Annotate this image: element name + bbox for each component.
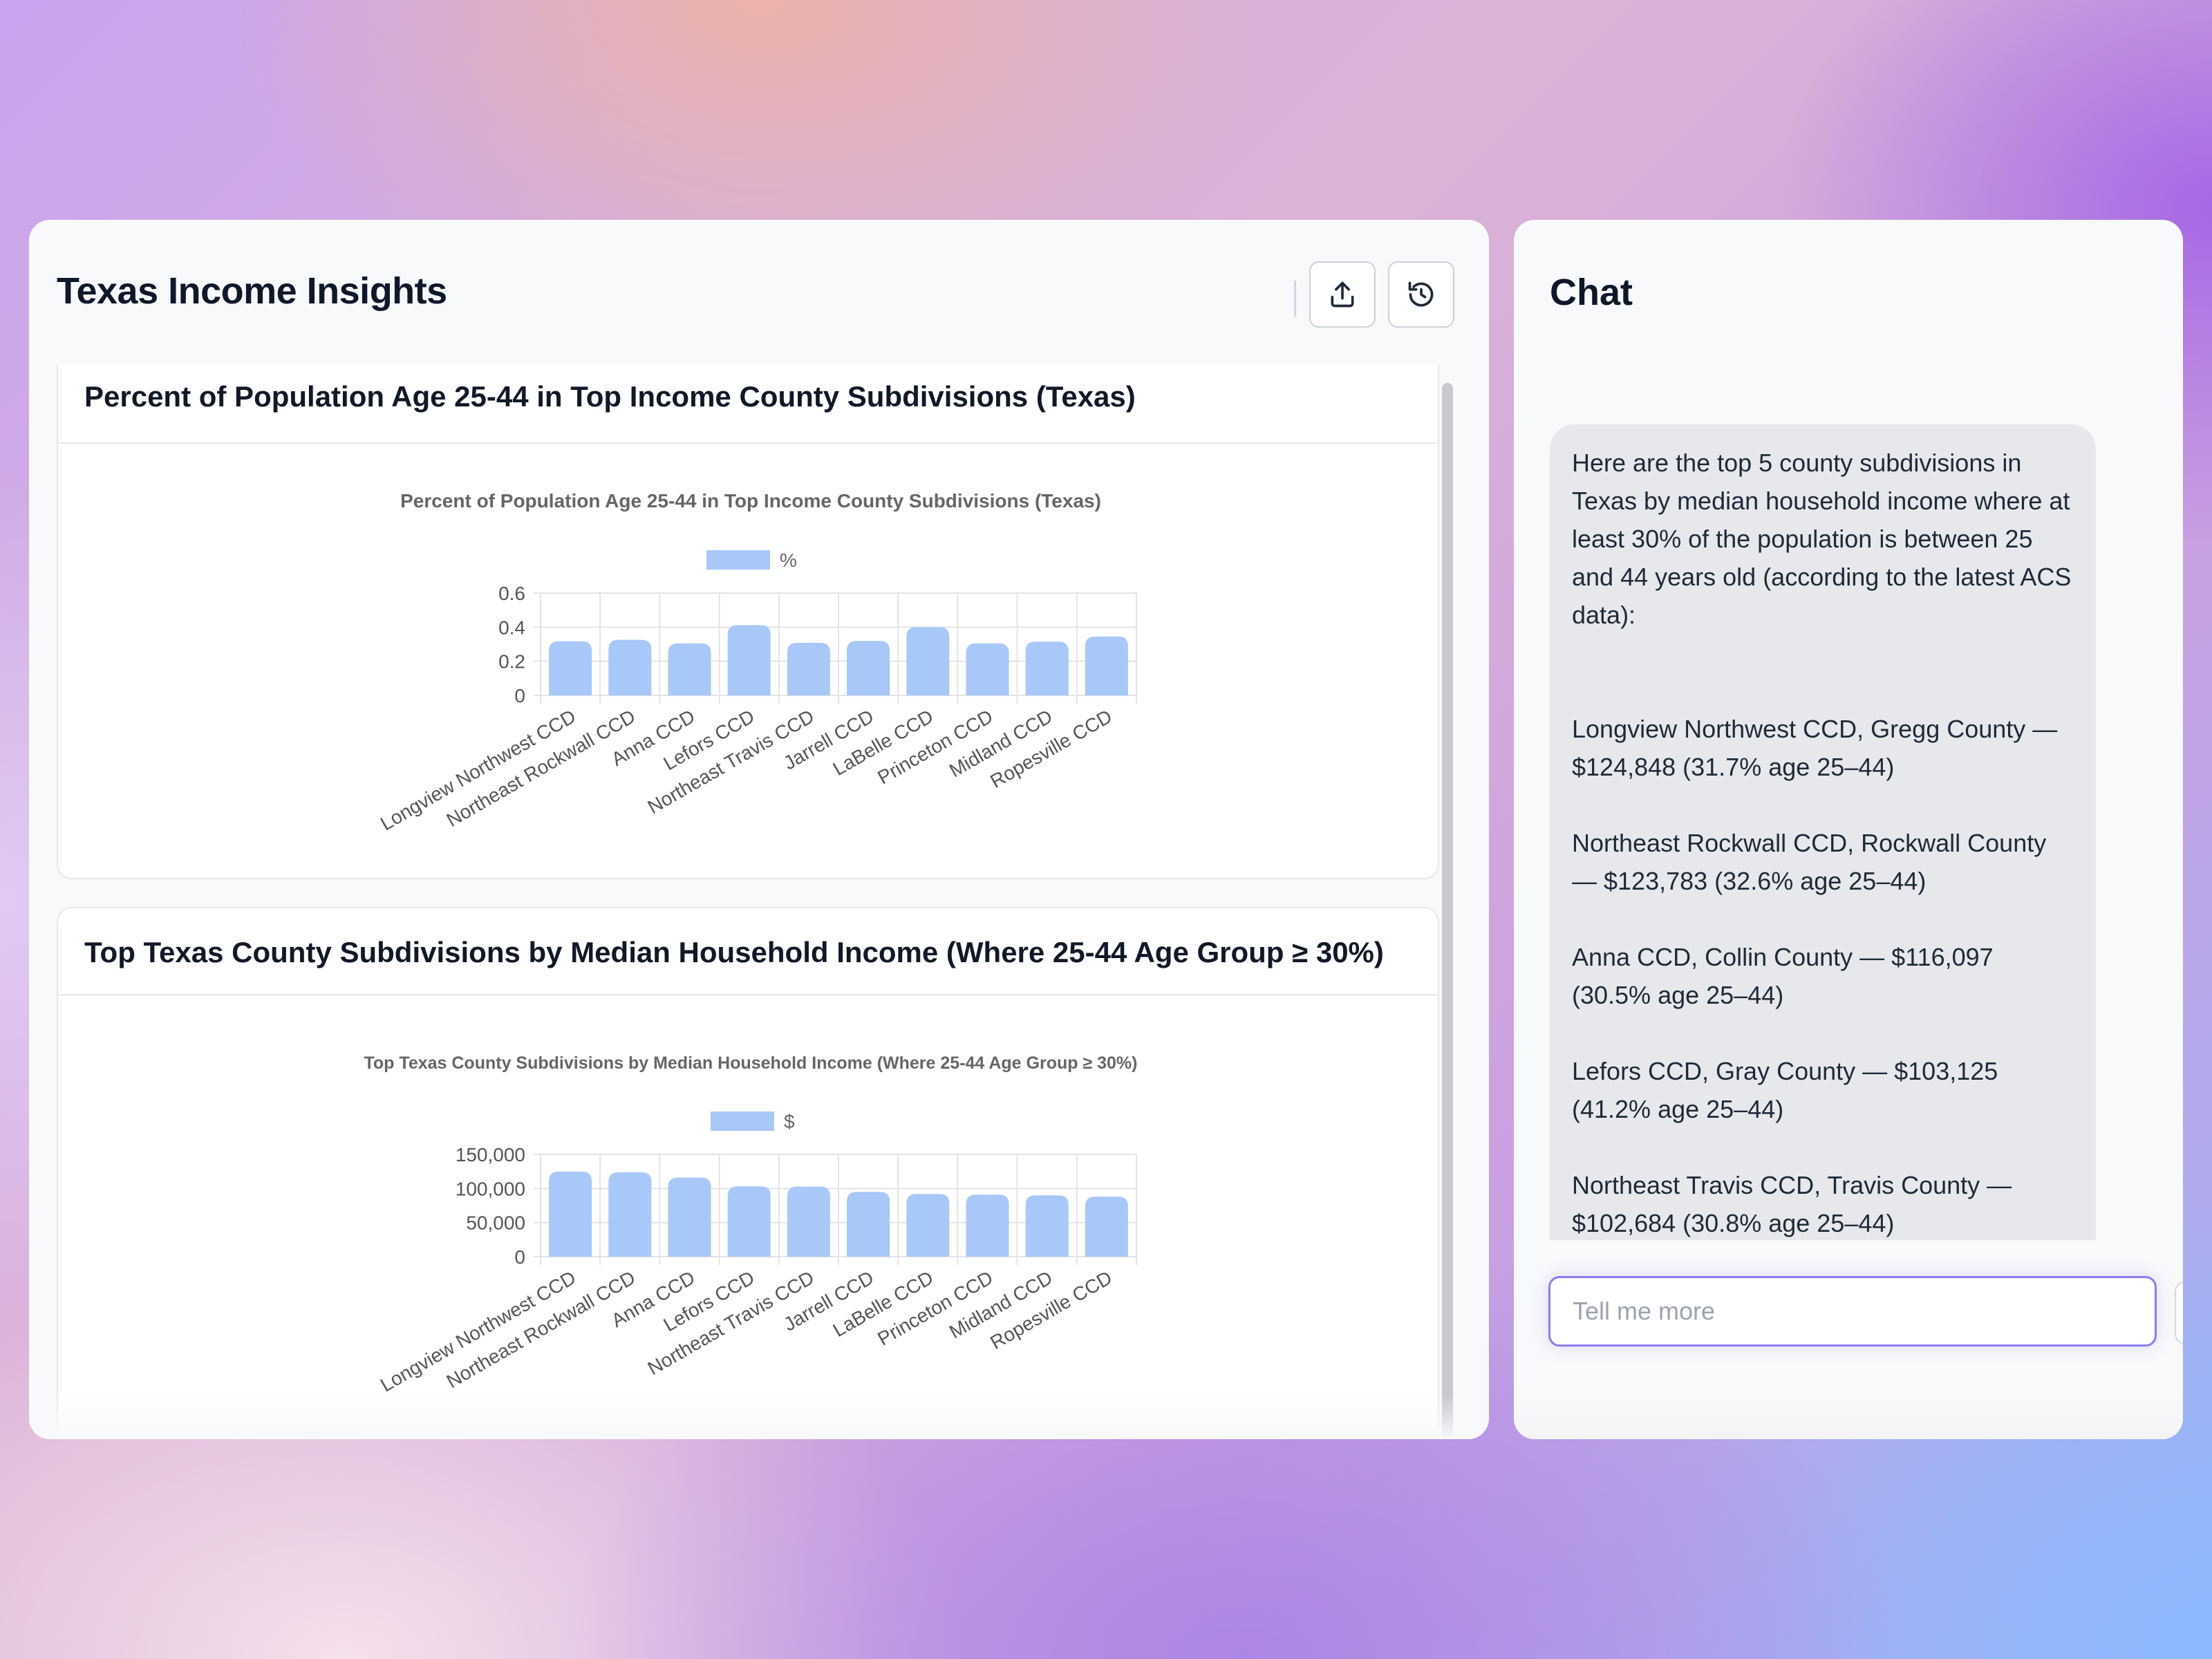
bar xyxy=(966,643,1009,695)
chart-card-median-income: Top Texas County Subdivisions by Median … xyxy=(57,907,1439,1430)
bar xyxy=(1085,1197,1128,1257)
bar xyxy=(787,643,830,695)
y-tick-label: 0.6 xyxy=(498,583,525,604)
chart-title: Top Texas County Subdivisions by Median … xyxy=(364,1053,1138,1073)
chart-card-age-percent: Percent of Population Age 25-44 in Top I… xyxy=(57,365,1439,879)
chat-title: Chat xyxy=(1550,272,1633,313)
bar xyxy=(1085,636,1128,695)
chart-title: Percent of Population Age 25-44 in Top I… xyxy=(400,490,1101,512)
bar xyxy=(608,1172,652,1257)
chart-median-income: Top Texas County Subdivisions by Median … xyxy=(364,1053,1138,1396)
legend-swatch xyxy=(711,1112,774,1131)
y-tick-label: 100,000 xyxy=(456,1178,525,1199)
message-paragraph: Longview Northwest CCD, Gregg County — $… xyxy=(1572,715,2058,781)
y-tick-label: 0 xyxy=(514,1246,525,1268)
dashboard-panel: Texas Income Insights Percent of Populat… xyxy=(29,220,1489,1439)
bar xyxy=(1025,641,1069,695)
bar xyxy=(1025,1195,1069,1257)
bar xyxy=(727,625,771,695)
upload-icon xyxy=(1331,281,1354,308)
message-paragraph: Northeast Travis CCD, Travis County — $1… xyxy=(1572,1171,2012,1237)
export-button[interactable] xyxy=(1309,261,1376,328)
chart-age-percent: Percent of Population Age 25-44 in Top I… xyxy=(377,490,1137,834)
bar xyxy=(549,641,592,695)
bar xyxy=(847,1192,890,1257)
y-tick-label: 0.4 xyxy=(498,617,525,638)
dashboard-title: Texas Income Insights xyxy=(57,270,447,312)
bar xyxy=(847,641,890,695)
chat-input[interactable] xyxy=(1548,1276,2157,1347)
message-paragraph: Lefors CCD, Gray County — $103,125 (41.2… xyxy=(1572,1057,1998,1123)
assistant-message: Here are the top 5 county subdivisions i… xyxy=(1550,424,2096,1240)
send-button[interactable] xyxy=(2175,1282,2183,1344)
y-tick-label: 150,000 xyxy=(456,1144,525,1165)
scrollbar-thumb[interactable] xyxy=(1442,383,1453,1439)
bar xyxy=(787,1186,830,1257)
bar xyxy=(668,1177,711,1257)
bottom-fade xyxy=(29,1395,1489,1439)
message-paragraph: Northeast Rockwall CCD, Rockwall County … xyxy=(1572,829,2047,895)
bar xyxy=(906,1194,950,1257)
bar xyxy=(966,1194,1009,1257)
bar xyxy=(906,627,950,695)
chat-bottom-fade xyxy=(1514,1395,2183,1439)
bar xyxy=(668,643,711,695)
y-tick-label: 0.2 xyxy=(498,651,525,673)
toolbar-divider xyxy=(1294,281,1296,317)
legend-label: % xyxy=(780,550,797,571)
card-header: Percent of Population Age 25-44 in Top I… xyxy=(58,365,1438,444)
message-paragraph: Anna CCD, Collin County — $116,097 (30.5… xyxy=(1572,943,1994,1009)
history-icon xyxy=(1408,281,1434,307)
history-button[interactable] xyxy=(1388,261,1454,328)
bar xyxy=(549,1171,592,1257)
chat-panel: Chat Here are the top 5 county subdivisi… xyxy=(1514,220,2183,1439)
charts-scroll-area[interactable]: Percent of Population Age 25-44 in Top I… xyxy=(57,365,1474,1430)
y-tick-label: 50,000 xyxy=(466,1212,525,1234)
legend-label: $ xyxy=(784,1111,795,1132)
card-header: Top Texas County Subdivisions by Median … xyxy=(58,908,1438,995)
message-paragraph: Here are the top 5 county subdivisions i… xyxy=(1572,449,2072,629)
card-title: Percent of Population Age 25-44 in Top I… xyxy=(84,380,1136,413)
bar xyxy=(727,1186,771,1257)
bar xyxy=(608,639,652,695)
card-title: Top Texas County Subdivisions by Median … xyxy=(84,936,1384,968)
y-tick-label: 0 xyxy=(514,685,525,706)
legend-swatch xyxy=(706,550,770,570)
